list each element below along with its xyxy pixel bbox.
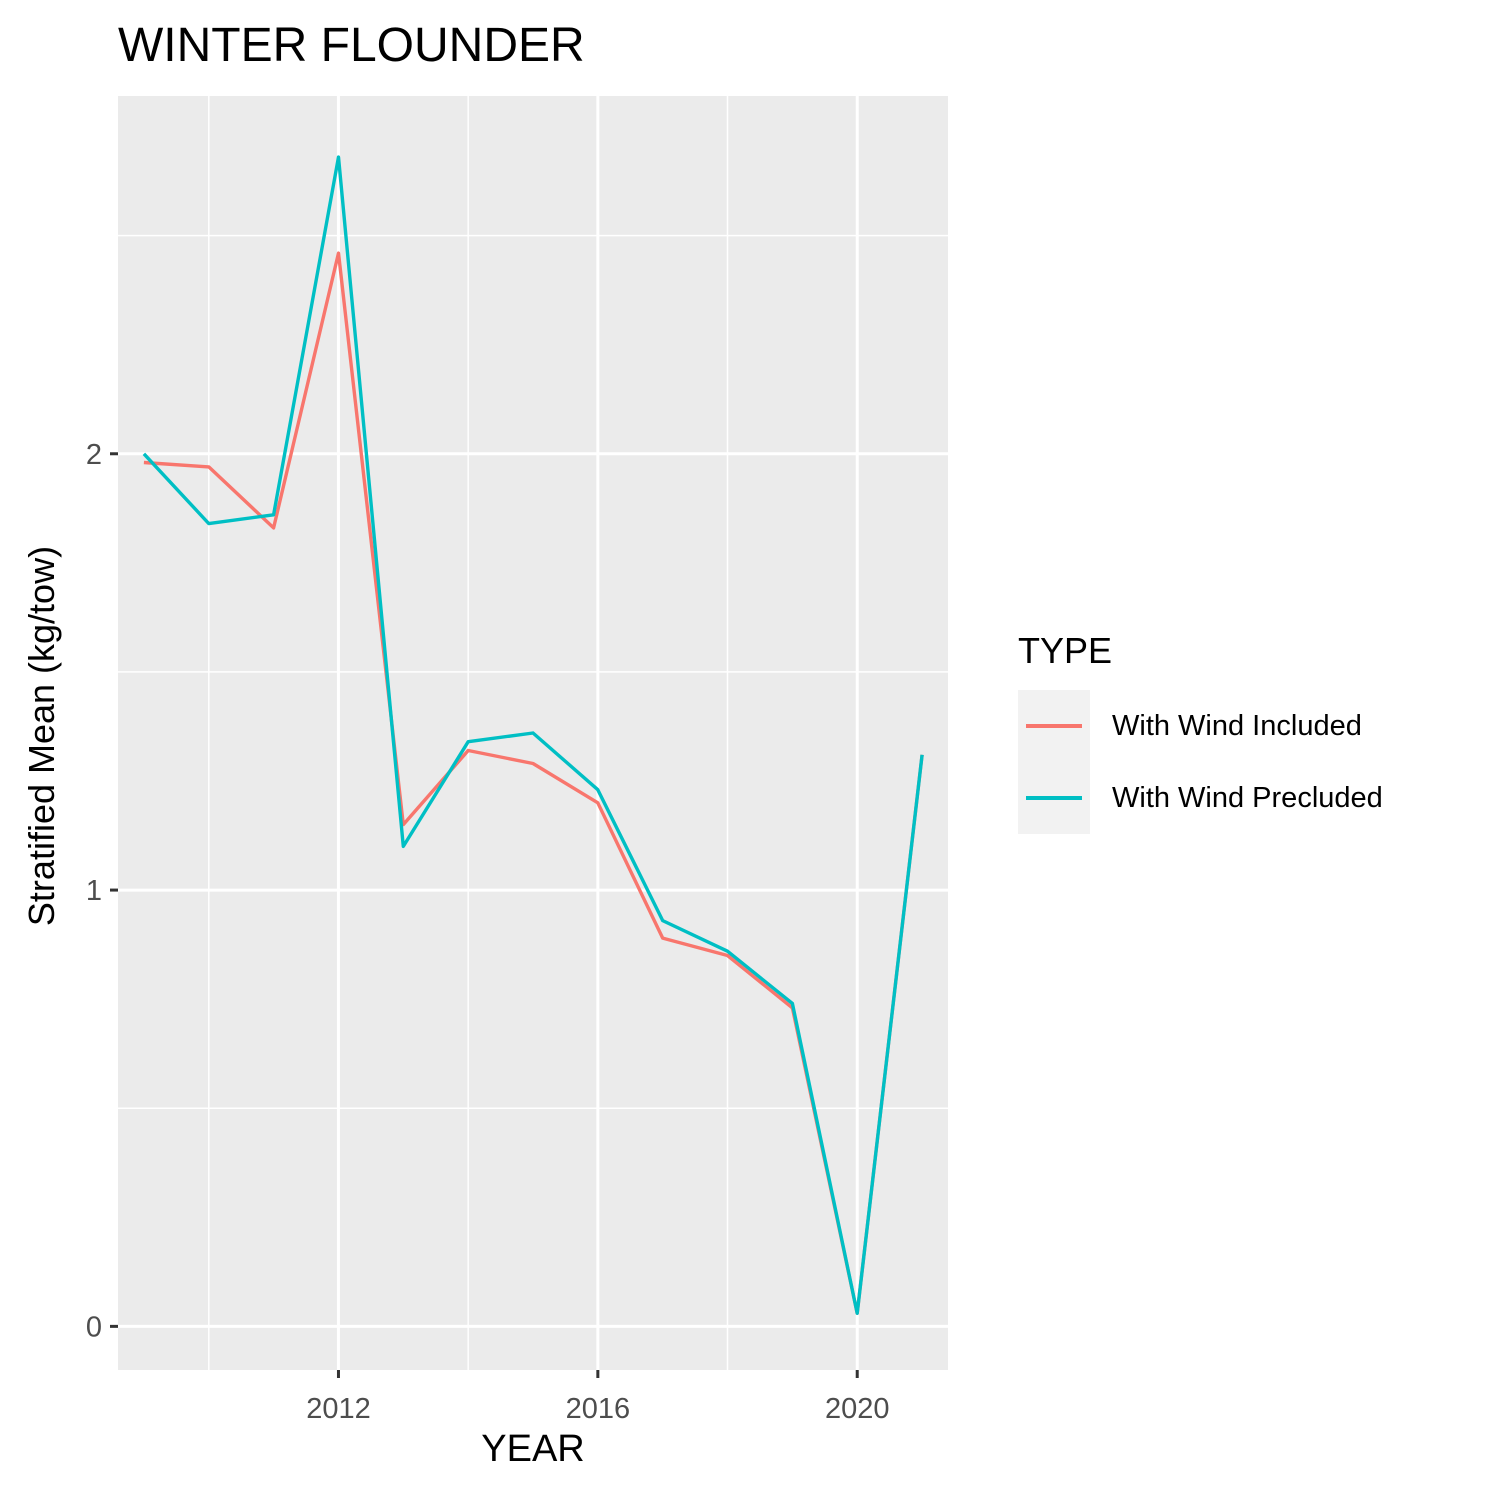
legend-swatch <box>1026 796 1082 800</box>
y-tick-label: 1 <box>86 875 102 907</box>
legend: TYPE With Wind Included With Wind Preclud… <box>1018 630 1383 834</box>
series-line-1 <box>142 155 924 1316</box>
x-tick-label: 2020 <box>825 1393 890 1425</box>
x-axis-label: YEAR <box>481 1428 585 1470</box>
legend-label: With Wind Precluded <box>1112 781 1383 814</box>
legend-swatch <box>1026 724 1082 728</box>
legend-keys: With Wind Included With Wind Precluded <box>1018 690 1383 834</box>
legend-title: TYPE <box>1018 630 1113 671</box>
legend-item: With Wind Precluded <box>1018 762 1383 834</box>
legend-key <box>1018 762 1090 834</box>
y-tick-label: 0 <box>86 1311 102 1343</box>
x-tick-label: 2016 <box>566 1393 631 1425</box>
x-tick-label: 2012 <box>306 1393 371 1425</box>
legend-item: With Wind Included <box>1018 690 1383 762</box>
legend-label: With Wind Included <box>1112 709 1362 742</box>
y-tick-label: 2 <box>86 439 102 471</box>
chart-title: WINTER FLOUNDER <box>118 19 585 72</box>
legend-key <box>1018 690 1090 762</box>
